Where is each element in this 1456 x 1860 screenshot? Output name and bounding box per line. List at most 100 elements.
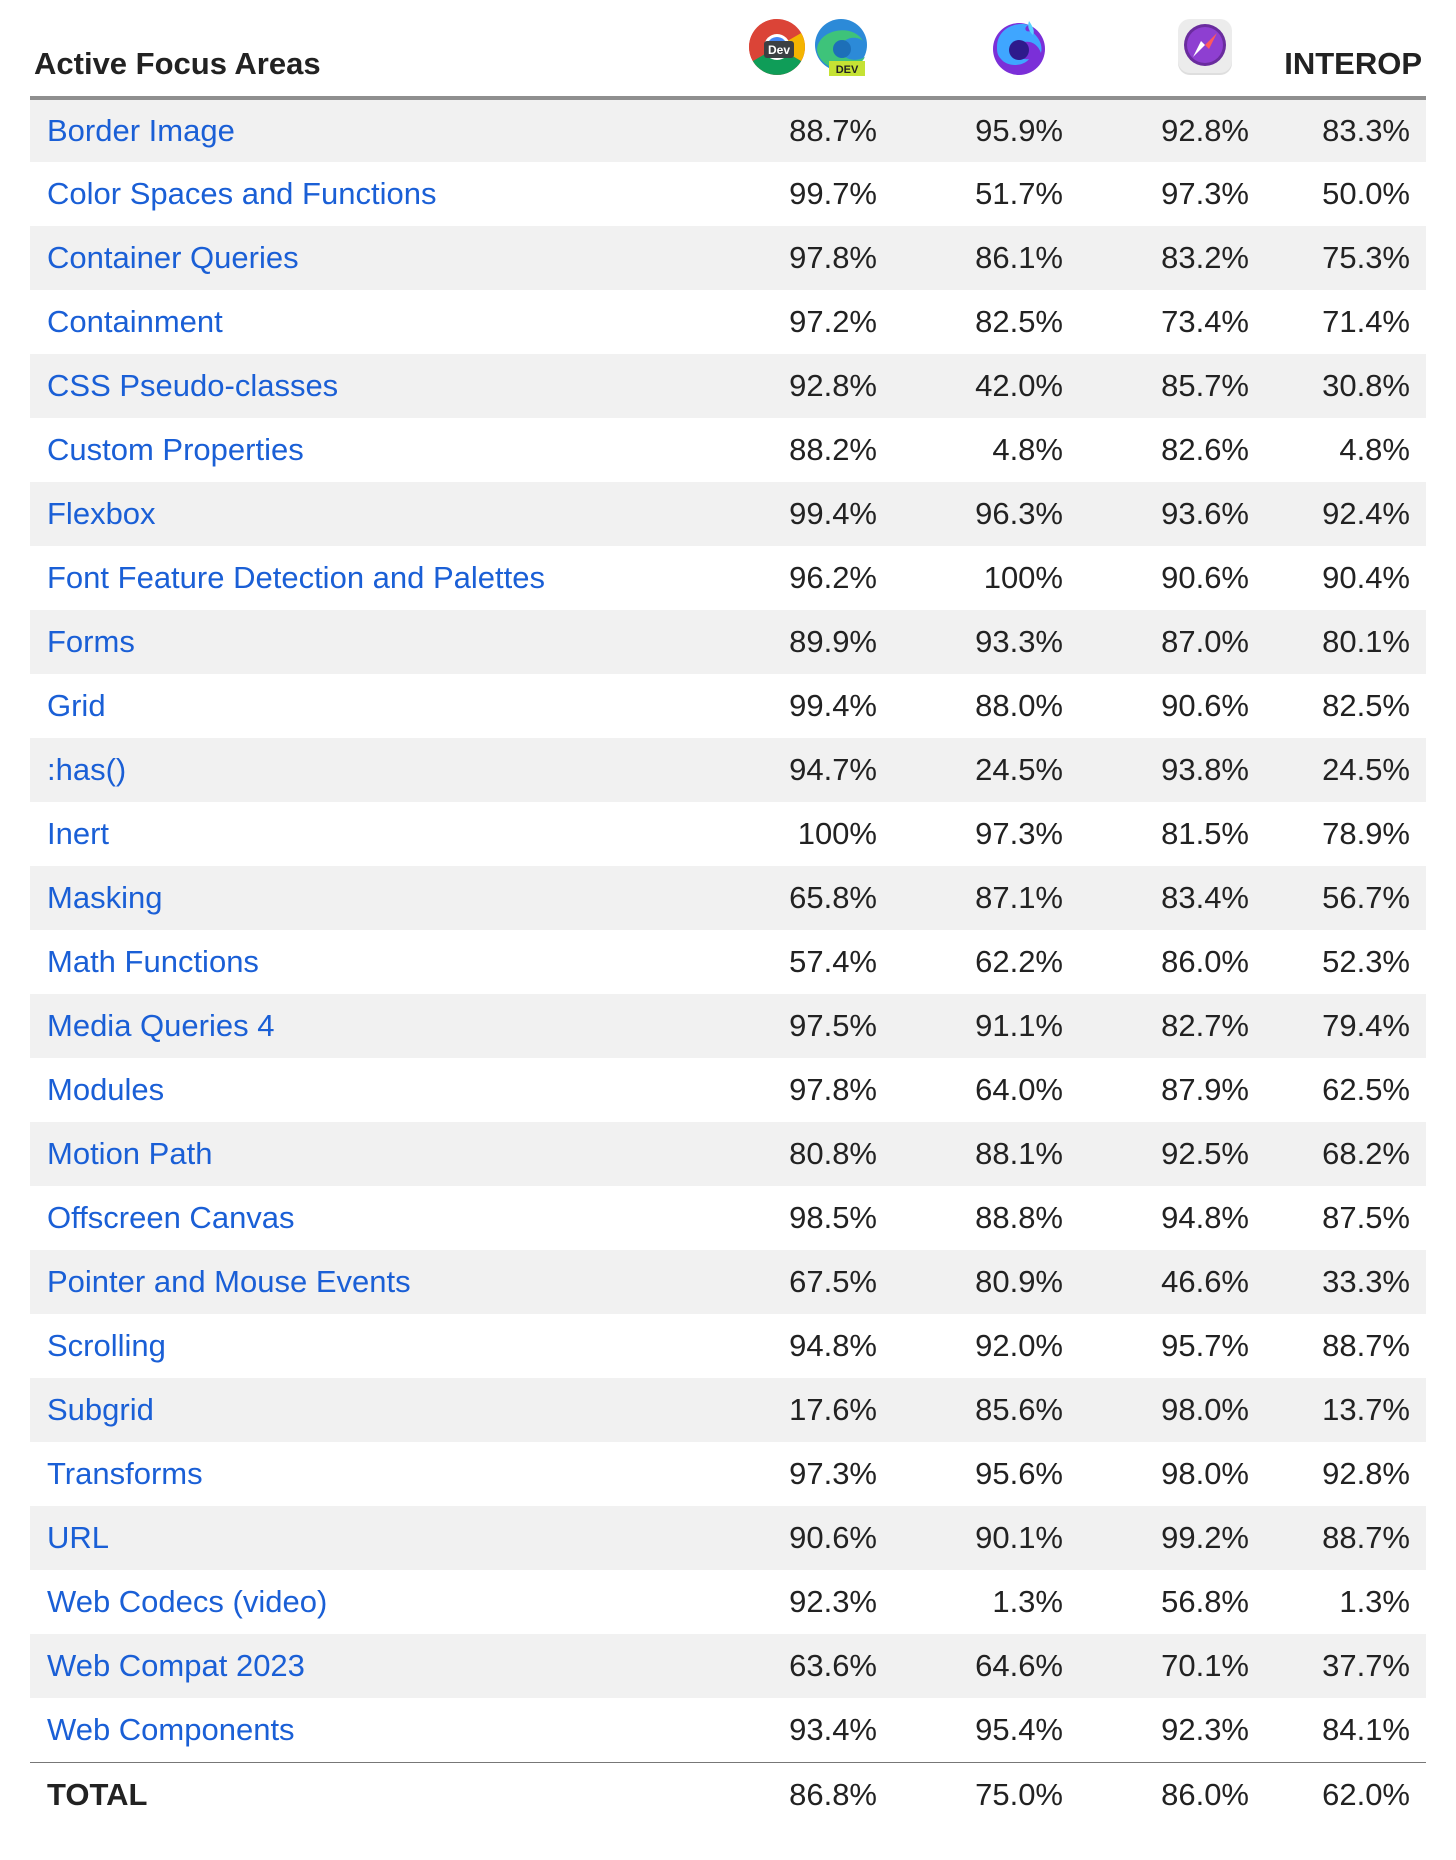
chrome-edge-score: 99.4% bbox=[789, 496, 877, 531]
table-row: Web Components 93.4% 95.4% 92.3% 84.1% bbox=[30, 1698, 1426, 1762]
chrome-edge-score: 99.4% bbox=[789, 688, 877, 723]
chrome-edge-score: 98.5% bbox=[789, 1200, 877, 1235]
focus-areas-table-container: Active Focus Areas Dev bbox=[30, 0, 1426, 1828]
safari-score: 46.6% bbox=[1161, 1264, 1249, 1299]
table-row: Pointer and Mouse Events 67.5% 80.9% 46.… bbox=[30, 1250, 1426, 1314]
firefox-score: 85.6% bbox=[975, 1392, 1063, 1427]
focus-area-link[interactable]: Flexbox bbox=[47, 496, 156, 531]
interop-score: 68.2% bbox=[1322, 1136, 1410, 1171]
firefox-score: 82.5% bbox=[975, 304, 1063, 339]
chrome-edge-score: 63.6% bbox=[789, 1648, 877, 1683]
interop-score: 88.7% bbox=[1322, 1328, 1410, 1363]
interop-column-header: INTEROP bbox=[1284, 46, 1422, 81]
safari-technology-preview-icon bbox=[1175, 17, 1235, 77]
firefox-score: 1.3% bbox=[992, 1584, 1063, 1619]
focus-area-link[interactable]: URL bbox=[47, 1520, 110, 1555]
focus-area-link[interactable]: Subgrid bbox=[47, 1392, 154, 1427]
interop-score: 56.7% bbox=[1322, 880, 1410, 915]
chrome-edge-score: 57.4% bbox=[789, 944, 877, 979]
focus-area-link[interactable]: Pointer and Mouse Events bbox=[47, 1264, 411, 1299]
table-row: URL 90.6% 90.1% 99.2% 88.7% bbox=[30, 1506, 1426, 1570]
interop-score: 33.3% bbox=[1322, 1264, 1410, 1299]
chrome-edge-score: 65.8% bbox=[789, 880, 877, 915]
firefox-score: 62.2% bbox=[975, 944, 1063, 979]
table-row: Container Queries 97.8% 86.1% 83.2% 75.3… bbox=[30, 226, 1426, 290]
focus-area-cell: Math Functions bbox=[30, 930, 693, 994]
table-row: Modules 97.8% 64.0% 87.9% 62.5% bbox=[30, 1058, 1426, 1122]
focus-area-cell: URL bbox=[30, 1506, 693, 1570]
focus-area-link[interactable]: Modules bbox=[47, 1072, 165, 1107]
interop-score: 1.3% bbox=[1339, 1584, 1410, 1619]
table-row: :has() 94.7% 24.5% 93.8% 24.5% bbox=[30, 738, 1426, 802]
interop-score: 90.4% bbox=[1322, 560, 1410, 595]
firefox-column-header[interactable] bbox=[879, 0, 1065, 98]
focus-area-link[interactable]: CSS Pseudo-classes bbox=[47, 368, 339, 403]
firefox-score: 86.1% bbox=[975, 240, 1063, 275]
table-row: Border Image 88.7% 95.9% 92.8% 83.3% bbox=[30, 98, 1426, 162]
safari-score: 99.2% bbox=[1161, 1520, 1249, 1555]
interop-score: 71.4% bbox=[1322, 304, 1410, 339]
focus-area-cell: Forms bbox=[30, 610, 693, 674]
focus-area-link[interactable]: Color Spaces and Functions bbox=[47, 176, 437, 211]
firefox-score: 80.9% bbox=[975, 1264, 1063, 1299]
chrome-edge-score: 67.5% bbox=[789, 1264, 877, 1299]
firefox-score: 4.8% bbox=[992, 432, 1063, 467]
safari-column-header[interactable] bbox=[1065, 0, 1251, 98]
focus-area-link[interactable]: Web Components bbox=[47, 1711, 295, 1747]
focus-area-link[interactable]: Transforms bbox=[47, 1456, 203, 1491]
firefox-score: 64.0% bbox=[975, 1072, 1063, 1107]
safari-score: 95.7% bbox=[1161, 1328, 1249, 1363]
chrome-edge-total: 86.8% bbox=[789, 1777, 877, 1813]
focus-area-link[interactable]: Container Queries bbox=[47, 240, 299, 275]
interop-score: 52.3% bbox=[1322, 944, 1410, 979]
safari-score: 81.5% bbox=[1161, 816, 1249, 851]
table-row: Offscreen Canvas 98.5% 88.8% 94.8% 87.5% bbox=[30, 1186, 1426, 1250]
safari-score: 93.6% bbox=[1161, 496, 1249, 531]
safari-score: 90.6% bbox=[1161, 688, 1249, 723]
focus-area-link[interactable]: Scrolling bbox=[47, 1328, 166, 1363]
chrome-edge-column-header[interactable]: Dev DEV bbox=[693, 0, 879, 98]
chrome-edge-score: 97.8% bbox=[789, 1072, 877, 1107]
chrome-edge-score: 89.9% bbox=[789, 624, 877, 659]
chrome-edge-score: 92.8% bbox=[789, 368, 877, 403]
focus-area-cell: Modules bbox=[30, 1058, 693, 1122]
table-row: Motion Path 80.8% 88.1% 92.5% 68.2% bbox=[30, 1122, 1426, 1186]
focus-area-link[interactable]: :has() bbox=[47, 752, 127, 787]
focus-area-cell: Container Queries bbox=[30, 226, 693, 290]
focus-area-link[interactable]: Grid bbox=[47, 688, 106, 723]
chrome-edge-score: 94.7% bbox=[789, 752, 877, 787]
focus-area-link[interactable]: Font Feature Detection and Palettes bbox=[47, 560, 546, 595]
chrome-edge-score: 97.3% bbox=[789, 1456, 877, 1491]
focus-area-link[interactable]: Border Image bbox=[47, 113, 235, 148]
focus-area-cell: Pointer and Mouse Events bbox=[30, 1250, 693, 1314]
interop-total: 62.0% bbox=[1322, 1777, 1410, 1813]
interop-score: 50.0% bbox=[1322, 176, 1410, 211]
table-row: Web Compat 2023 63.6% 64.6% 70.1% 37.7% bbox=[30, 1634, 1426, 1698]
table-row: Font Feature Detection and Palettes 96.2… bbox=[30, 546, 1426, 610]
chrome-edge-score: 97.8% bbox=[789, 240, 877, 275]
focus-area-link[interactable]: Masking bbox=[47, 880, 163, 915]
focus-area-link[interactable]: Containment bbox=[47, 304, 223, 339]
safari-score: 70.1% bbox=[1161, 1648, 1249, 1683]
focus-area-link[interactable]: Motion Path bbox=[47, 1136, 213, 1171]
table-body: Border Image 88.7% 95.9% 92.8% 83.3% Col… bbox=[30, 98, 1426, 1828]
focus-area-cell: Media Queries 4 bbox=[30, 994, 693, 1058]
focus-area-cell: Custom Properties bbox=[30, 418, 693, 482]
focus-area-link[interactable]: Inert bbox=[47, 816, 110, 851]
focus-area-link[interactable]: Web Codecs (video) bbox=[47, 1584, 328, 1619]
focus-area-link[interactable]: Math Functions bbox=[47, 944, 259, 979]
interop-score: 30.8% bbox=[1322, 368, 1410, 403]
focus-area-link[interactable]: Custom Properties bbox=[47, 432, 304, 467]
firefox-score: 91.1% bbox=[975, 1008, 1063, 1043]
focus-area-cell: Grid bbox=[30, 674, 693, 738]
focus-area-cell: Transforms bbox=[30, 1442, 693, 1506]
table-row: Forms 89.9% 93.3% 87.0% 80.1% bbox=[30, 610, 1426, 674]
focus-area-link[interactable]: Offscreen Canvas bbox=[47, 1200, 295, 1235]
chrome-edge-score: 88.2% bbox=[789, 432, 877, 467]
focus-area-link[interactable]: Web Compat 2023 bbox=[47, 1648, 305, 1683]
focus-area-link[interactable]: Media Queries 4 bbox=[47, 1008, 275, 1043]
focus-area-link[interactable]: Forms bbox=[47, 624, 135, 659]
total-row: TOTAL 86.8% 75.0% 86.0% 62.0% bbox=[30, 1762, 1426, 1828]
focus-area-cell: Flexbox bbox=[30, 482, 693, 546]
firefox-score: 95.4% bbox=[975, 1711, 1063, 1747]
